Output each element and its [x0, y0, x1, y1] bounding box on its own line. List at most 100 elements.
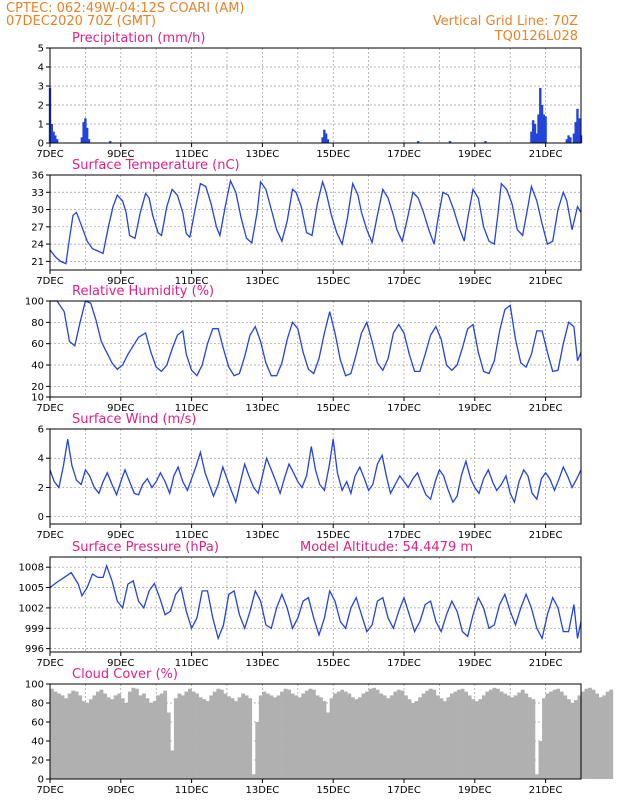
cloud-cover-bar: [120, 698, 125, 779]
precipitation-title: Precipitation (mm/h): [72, 31, 205, 46]
series-line: [50, 300, 582, 377]
y-tick-label: 996: [25, 644, 44, 655]
series-line: [49, 563, 582, 641]
precipitation-bar: [448, 141, 452, 143]
cloud-cover-bar: [308, 688, 313, 779]
cloud-cover-bar: [347, 693, 352, 779]
panel-frame: [49, 556, 582, 653]
y-tick-label: 60: [31, 718, 44, 729]
y-tick-label: 40: [31, 361, 44, 372]
panel-frame: [49, 683, 582, 780]
cloud-cover-bar: [598, 697, 603, 779]
y-tick-label: 80: [31, 699, 44, 710]
cloud-cover-bar: [481, 695, 486, 779]
cloud-cover-bar: [361, 693, 366, 779]
cloud-cover-bar: [159, 693, 164, 779]
cloud-cover-bar: [262, 691, 267, 779]
precipitation-bar: [484, 141, 487, 143]
cloud-cover-bar: [549, 691, 553, 779]
cloud-cover-bar: [74, 691, 79, 779]
cloud-cover-bar: [588, 687, 592, 779]
x-tick-label: 13DEC: [246, 149, 280, 160]
run-date-header: 07DEC2020 70Z (GMT): [6, 14, 156, 29]
cloud-cover-bar: [166, 712, 171, 779]
x-tick-label: 19DEC: [458, 658, 492, 669]
cloud-cover-bar: [336, 691, 341, 779]
x-tick-label: 7DEC: [36, 530, 63, 541]
precipitation-bar: [324, 133, 328, 143]
cloud-cover-bar: [294, 695, 299, 779]
x-tick-label: 21DEC: [529, 276, 563, 287]
cloud-cover-bar: [577, 695, 582, 779]
cloud-cover-bar: [117, 693, 122, 779]
cloud-cover-bar: [241, 693, 245, 779]
cloud-cover-bar: [145, 698, 150, 779]
cloud-cover-bar: [400, 690, 405, 779]
cloud-cover-bar: [503, 693, 507, 779]
cloud-cover-bar: [124, 703, 129, 779]
cloud-cover-bar: [411, 703, 415, 779]
cloud-cover-bar: [290, 693, 295, 779]
temperature-panel: Surface Temperature (nC) 21 24 27 30 33 36 7DE…: [31, 158, 582, 287]
temperature-title: Surface Temperature (nC): [72, 158, 240, 173]
x-tick-label: 15DEC: [316, 149, 350, 160]
cloud-cover-bar: [421, 693, 426, 779]
cloud-cover-bar: [99, 689, 104, 779]
cloud-cover-bar: [499, 691, 504, 779]
x-tick-label: 17DEC: [387, 276, 421, 287]
cloud-cover-bar: [506, 695, 511, 779]
cloud-cover-bar: [223, 693, 228, 779]
cloud-cover-bar: [60, 695, 65, 779]
cloud-cover-bar: [230, 698, 235, 779]
wind-panel: Surface Wind (m/s) 0 2 4 6 7DEC 9DEC 11DEC 13DE…: [36, 412, 582, 541]
cloud-cover-bar: [591, 689, 596, 779]
cloud-cover-bar: [50, 688, 54, 779]
cloud-cover-bar: [520, 689, 525, 779]
x-tick-label: 11DEC: [175, 785, 209, 796]
precipitation-bar: [321, 137, 324, 143]
y-tick-label: 4: [38, 454, 44, 465]
cloud-cover-bar: [488, 689, 493, 779]
y-tick-label: 27: [31, 222, 44, 233]
x-tick-label: 17DEC: [387, 658, 421, 669]
cloud-cover-bar: [584, 688, 589, 779]
x-tick-label: 7DEC: [36, 403, 63, 414]
cloud-cover-bar: [188, 688, 192, 779]
cloud-cover-bar: [446, 697, 451, 779]
cloud-cover-bar: [265, 693, 270, 779]
y-tick-label: 80: [31, 318, 44, 329]
cloud-cover-bar: [602, 695, 607, 779]
cloud-cover-bar: [418, 697, 422, 779]
cloud-cover-bar: [64, 698, 68, 779]
cloud-cover-bar: [269, 695, 274, 779]
cloud-cover-bar: [191, 691, 196, 779]
cloud-cover-bar: [110, 699, 115, 779]
cloud-cover-bar: [103, 693, 107, 779]
cloud-cover-bar: [396, 689, 401, 779]
precipitation-panel: Precipitation (mm/h) 0 1 2 3 4 5 7DEC 9DEC 11DEC…: [36, 31, 583, 160]
cloud-cover-bar: [258, 695, 263, 779]
y-tick-label: 40: [31, 737, 44, 748]
cloud-cover-bar: [343, 691, 348, 779]
cloud-cover-bar: [127, 691, 132, 779]
cloud-cover-bar: [156, 695, 161, 779]
cloud-cover-bar: [609, 689, 614, 779]
cloud-cover-bar: [428, 688, 433, 779]
cloud-cover-bar: [283, 688, 288, 779]
x-tick-label: 13DEC: [246, 530, 280, 541]
cloud-cover-bar: [453, 691, 458, 779]
cloud-cover-bar: [180, 695, 185, 779]
cloud-cover-bar: [301, 693, 306, 779]
x-tick-label: 21DEC: [529, 658, 563, 669]
cloud-cover-bar: [474, 701, 479, 779]
cloud-cover-bar: [152, 701, 157, 779]
y-tick-label: 2: [38, 101, 44, 112]
cloud-cover-bar: [386, 698, 391, 779]
cloud-cover-bar: [435, 695, 440, 779]
pressure-panel: Surface Pressure (hPa) Model Altitude: 5…: [19, 540, 582, 669]
cloud-cover-bar: [460, 688, 465, 779]
y-tick-label: 1008: [19, 563, 44, 574]
cloud-cover-bar: [478, 699, 483, 779]
cloud-cover-bar: [149, 703, 153, 779]
cloud-cover-bar: [202, 699, 207, 779]
